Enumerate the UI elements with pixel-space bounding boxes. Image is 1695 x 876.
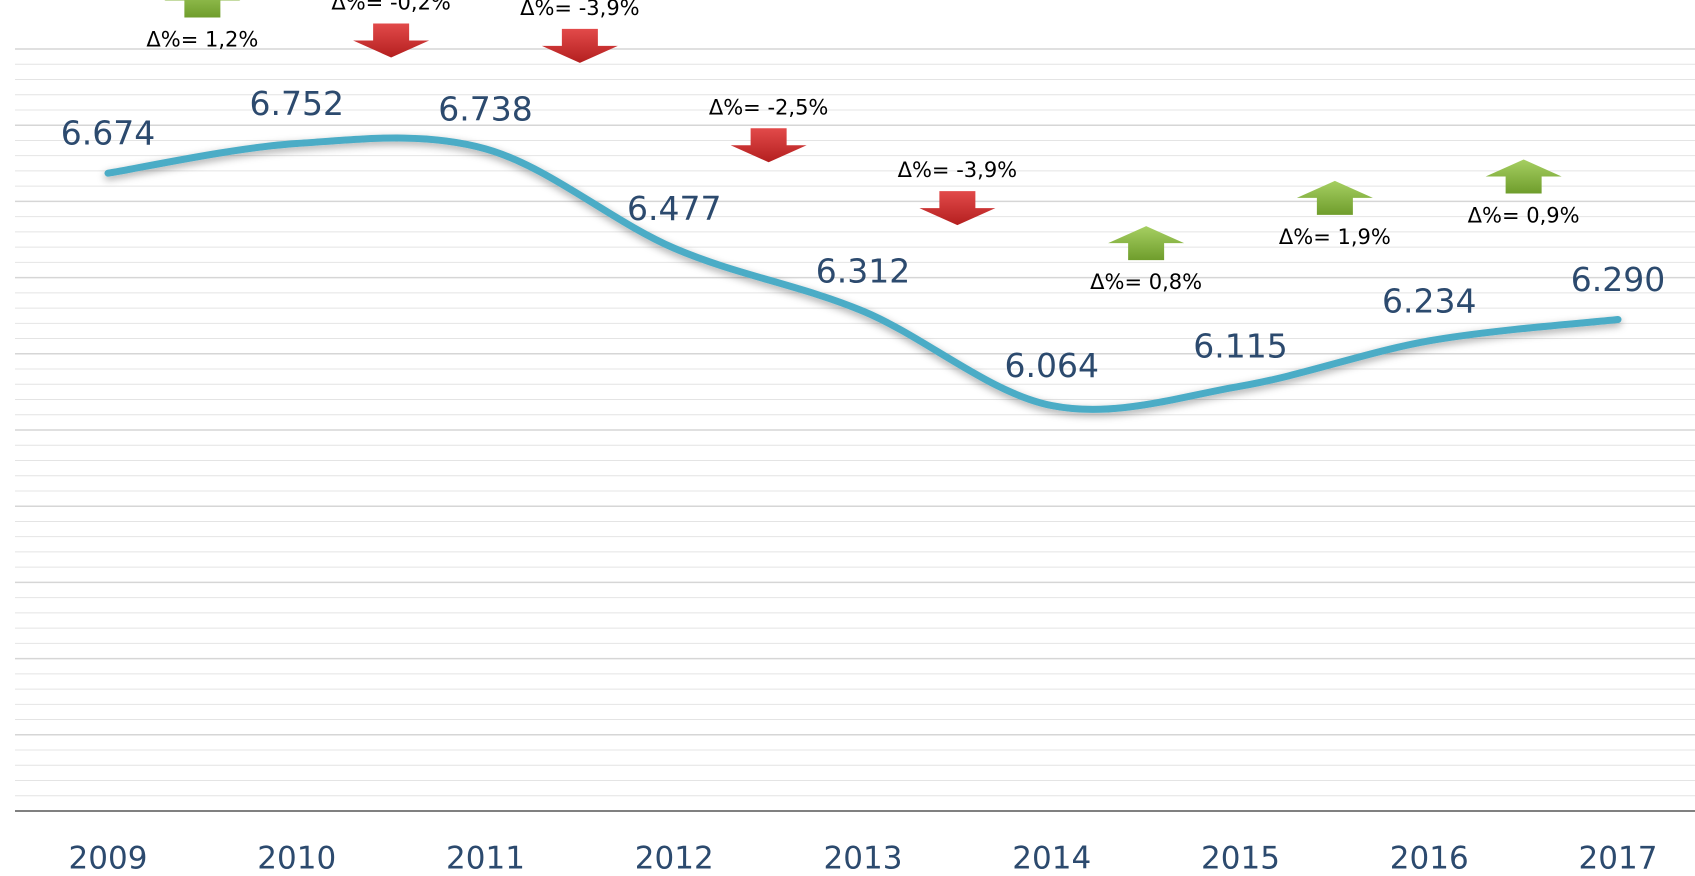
arrow-down [541,28,618,63]
annotation: Δ%= 0,9% [1468,204,1580,228]
arrow-down [353,23,430,58]
x-tick-label: 2010 [257,841,336,876]
line [104,134,1622,413]
arrow-up [1296,180,1373,215]
x-tick-label: 2012 [635,841,714,876]
grid [15,48,1695,812]
x-tick-label: 2011 [446,841,525,876]
annotation: Δ%= 1,9% [1279,225,1391,249]
data-label: 6.477 [627,189,721,228]
x-tick-label: 2013 [824,841,903,876]
arrow-up [1108,226,1185,261]
data-label: 6.290 [1571,260,1665,299]
data-label: 6.752 [250,84,344,123]
x-tick-label: 2009 [69,841,148,876]
x-tick-label: 2016 [1390,841,1469,876]
arrow-down [730,128,807,163]
arrow-up [1485,159,1562,194]
x-tick-label: 2014 [1012,841,1091,876]
arrow-down [919,191,996,226]
annotation: Δ%= -2,5% [709,95,829,119]
data-label: 6.312 [816,252,910,291]
annotation: Δ%= -3,9% [520,0,640,20]
x-tick-label: 2017 [1579,841,1658,876]
x-tick-label: 2015 [1201,841,1280,876]
arrow-up [164,0,241,18]
data-label: 6.234 [1382,281,1476,320]
data-label: 6.064 [1005,346,1099,385]
annotation: Δ%= 1,2% [146,27,258,51]
data-label: 6.674 [61,114,155,153]
annotation: Δ%= -3,9% [898,158,1018,182]
data-label: 6.738 [438,89,532,128]
annotation: Δ%= -0,2% [331,0,451,14]
data-label: 6.115 [1193,327,1287,366]
annotation: Δ%= 0,8% [1090,270,1202,294]
